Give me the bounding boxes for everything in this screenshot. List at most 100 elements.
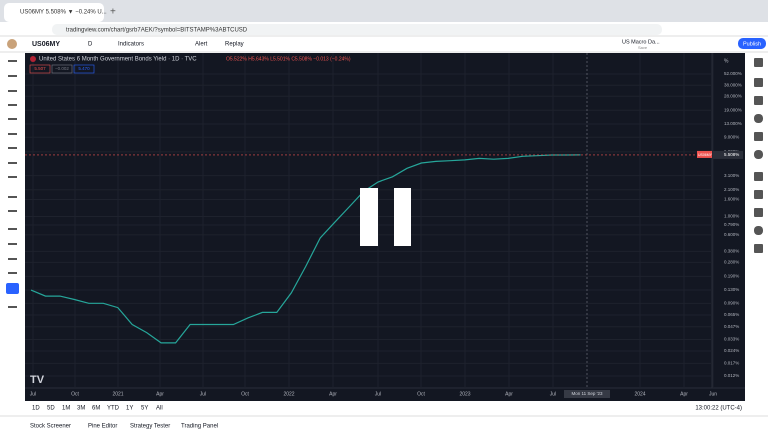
bottom-bar [25, 401, 748, 415]
pause-bar [360, 188, 378, 246]
legend-box [51, 64, 73, 74]
crosshair-tag-bg [564, 390, 610, 398]
legend-box-value: 5.470 [78, 66, 90, 71]
range-button[interactable]: 5D [47, 406, 55, 412]
time-label: 2021 [112, 391, 123, 397]
price-label: 0.012% [724, 373, 739, 378]
tool[interactable] [8, 272, 17, 274]
symbol[interactable]: US06MY [32, 41, 60, 48]
price-label: 38.000% [724, 82, 742, 87]
range-button[interactable]: 1D [32, 406, 40, 412]
price-label: 28.000% [724, 93, 742, 98]
legend-box [73, 64, 95, 74]
price-label: 1.600% [724, 197, 739, 202]
tool-active[interactable] [6, 283, 19, 294]
range-button[interactable]: 1Y [126, 406, 133, 412]
replay[interactable]: Replay [225, 42, 244, 48]
tab-strip [0, 0, 768, 22]
time-label: Oct [417, 391, 425, 397]
time-label: Apr [505, 391, 513, 397]
panel-tab[interactable]: Stock Screener [30, 424, 71, 430]
time-label: Oct [71, 391, 79, 397]
icon[interactable] [754, 150, 763, 159]
range-button[interactable]: 5Y [141, 406, 148, 412]
icon[interactable] [754, 58, 763, 67]
icon[interactable] [754, 114, 763, 123]
publish-button[interactable] [738, 38, 766, 49]
time-label: Jul [375, 391, 381, 397]
tool[interactable] [8, 147, 17, 149]
chart-pane [25, 53, 745, 401]
icon[interactable] [754, 78, 763, 87]
range-button[interactable]: All [156, 406, 163, 412]
tool[interactable] [8, 60, 17, 62]
legend-boxes: 5.507 −0.002 5.470 [29, 64, 95, 74]
tool[interactable] [8, 90, 17, 92]
layout-save: Save [638, 45, 648, 50]
icon[interactable] [754, 244, 763, 253]
tool[interactable] [8, 133, 17, 135]
tool[interactable] [8, 162, 17, 164]
time-label: Apr [680, 391, 688, 397]
price-label: 0.790% [724, 222, 739, 227]
address-bar[interactable] [52, 24, 662, 35]
new-tab[interactable]: + [110, 7, 116, 18]
time-label: Apr [156, 391, 164, 397]
layout-name[interactable]: US Macro Da... [622, 39, 660, 45]
symbol-tag: US06MY [698, 153, 713, 157]
range-button[interactable]: YTD [107, 406, 120, 412]
icon[interactable] [754, 226, 763, 235]
tool[interactable] [8, 104, 17, 106]
alert[interactable]: Alert [195, 42, 208, 48]
tool[interactable] [8, 196, 17, 198]
price-label: 0.017% [724, 361, 739, 366]
time-label: Apr [329, 391, 337, 397]
tool[interactable] [8, 243, 17, 245]
range-button[interactable]: 6M [92, 406, 100, 412]
tool[interactable] [8, 306, 17, 308]
price-label: 1.000% [724, 214, 739, 219]
icon[interactable] [754, 132, 763, 141]
legend-ohlc: O5.522% H5.643% L5.501% C5.508% −0.013 (… [226, 56, 351, 62]
tool[interactable] [8, 118, 17, 120]
price-label: 0.600% [724, 232, 739, 237]
time-label: Oct [241, 391, 249, 397]
time-label: Jun [709, 391, 717, 397]
last-price-bg [713, 150, 743, 159]
tool[interactable] [8, 258, 17, 260]
tab-title: US06MY 5.508% ▼ −0.24% U... [20, 10, 107, 16]
time-label: 2022 [283, 391, 294, 397]
icon[interactable] [754, 208, 763, 217]
range-button[interactable]: 1M [62, 406, 70, 412]
clock: 13:00:22 (UTC-4) [695, 406, 742, 412]
price-line [30, 154, 581, 344]
time-label: Jul [550, 391, 556, 397]
range-button[interactable]: 3M [77, 406, 85, 412]
panel-tab[interactable]: Strategy Tester [130, 424, 170, 430]
price-label: 0.024% [724, 348, 739, 353]
symbol-tag-bg [697, 150, 712, 158]
icon[interactable] [754, 190, 763, 199]
panel-tab[interactable]: Pine Editor [88, 424, 117, 430]
time-label: 2023 [459, 391, 470, 397]
interval[interactable]: D [88, 42, 93, 48]
icon[interactable] [754, 172, 763, 181]
icon[interactable] [754, 96, 763, 105]
pause-bar [394, 188, 411, 246]
price-label: 2.100% [724, 187, 739, 192]
tool[interactable] [8, 228, 17, 230]
indicators[interactable]: Indicators [118, 42, 144, 48]
time-label: Jul [200, 391, 206, 397]
tool[interactable] [8, 210, 17, 212]
price-label: 0.065% [724, 312, 739, 317]
avatar[interactable] [7, 39, 17, 49]
tool[interactable] [8, 75, 17, 77]
price-label: 0.380% [724, 249, 739, 254]
flag [30, 56, 36, 62]
axis-unit: % [724, 58, 729, 64]
price-label: 0.033% [724, 337, 739, 342]
tab[interactable] [4, 3, 104, 22]
panel-tab[interactable]: Trading Panel [181, 424, 218, 430]
tool[interactable] [8, 176, 17, 178]
